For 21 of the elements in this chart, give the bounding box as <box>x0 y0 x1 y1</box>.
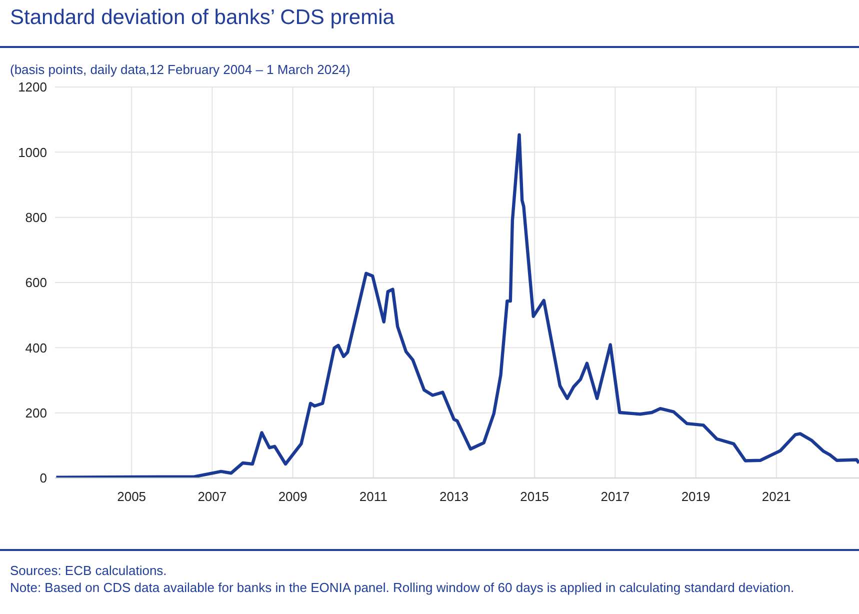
y-tick-label: 800 <box>25 210 47 225</box>
line-series <box>55 133 859 478</box>
y-tick-label: 400 <box>25 340 47 356</box>
x-tick-label: 2009 <box>278 489 308 504</box>
x-tick-label: 2013 <box>440 489 468 504</box>
x-tick-label: 2015 <box>520 489 550 504</box>
x-tick-label: 2011 <box>359 489 388 504</box>
x-tick-label: 2019 <box>681 489 710 504</box>
x-tick-label: 2005 <box>117 489 146 504</box>
x-tick-label: 2021 <box>762 489 791 504</box>
chart-subtitle: (basis points, daily data,12 February 2004 – 1 March 2024) <box>10 62 350 77</box>
y-tick-label: 600 <box>25 275 47 290</box>
x-tick-label: 2007 <box>198 489 227 504</box>
y-tick-label: 1000 <box>18 144 47 160</box>
y-tick-label: 0 <box>40 470 47 486</box>
source-note: Sources: ECB calculations. <box>10 562 168 579</box>
y-tick-label: 1200 <box>18 80 47 95</box>
chart-title: Standard deviation of banks’ CDS premia <box>10 6 394 30</box>
text: Note: Based on CDS data available for banks in the EONIA panel. Rolling window of 60 days is applied in calculating standard deviation. <box>10 579 796 596</box>
y-tick-label: 200 <box>25 405 47 420</box>
x-tick-label: 2017 <box>600 489 630 504</box>
